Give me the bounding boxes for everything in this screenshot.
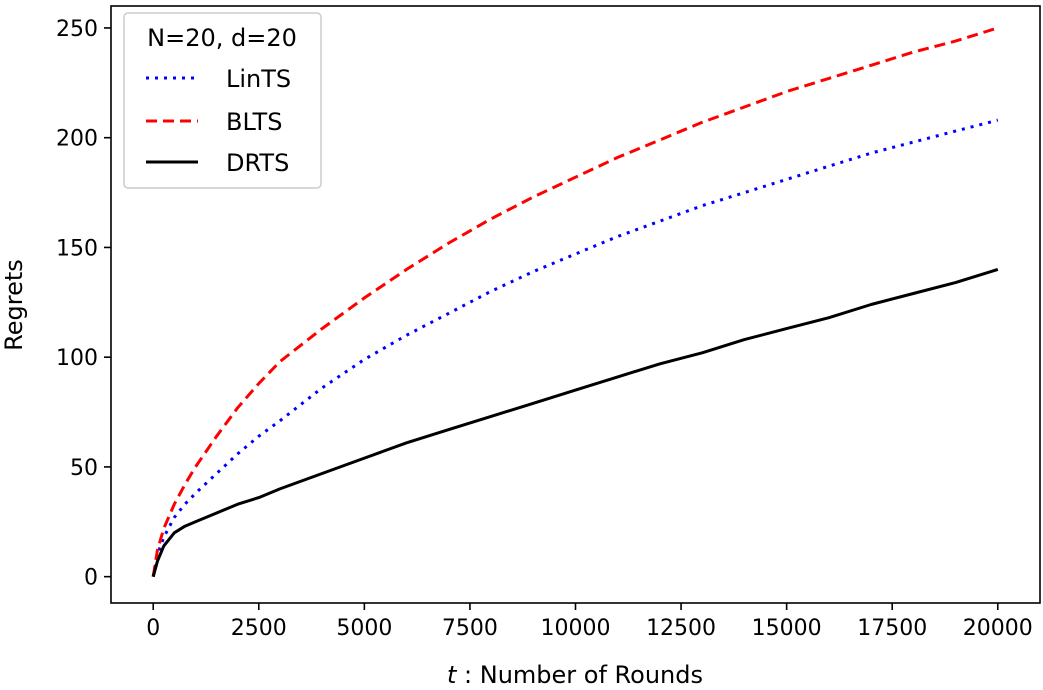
y-tick-label: 150: [56, 236, 98, 261]
x-axis-label: t : Number of Rounds: [447, 661, 703, 689]
y-tick-label: 0: [84, 566, 98, 591]
legend-label-blts: BLTS: [226, 108, 282, 136]
x-tick-label: 15000: [752, 616, 822, 641]
x-tick-label: 12500: [646, 616, 716, 641]
y-tick-label: 100: [56, 346, 98, 371]
legend-title: N=20, d=20: [147, 24, 297, 52]
x-tick-label: 20000: [963, 616, 1033, 641]
legend-label-lints: LinTS: [226, 65, 291, 93]
x-tick-label: 7500: [442, 616, 498, 641]
series-line-blts: [151, 26, 999, 577]
legend: N=20, d=20 LinTS BLTS DRTS: [123, 12, 322, 189]
x-axis: 0 2500 5000 7500 10000 12500 15000 17500 20000: [146, 603, 1033, 641]
legend-label-drts: DRTS: [226, 149, 289, 177]
y-tick-label: 200: [56, 127, 98, 152]
x-axis-label-variable: t: [447, 661, 458, 689]
series-line-lints: [151, 118, 999, 577]
legend-box: [123, 12, 322, 189]
y-axis-label: Regrets: [0, 259, 28, 351]
x-tick-label: 17500: [857, 616, 927, 641]
x-axis-label-text: : Number of Rounds: [456, 661, 703, 689]
x-tick-label: 5000: [336, 616, 392, 641]
x-tick-label: 2500: [231, 616, 287, 641]
y-tick-label: 50: [70, 456, 98, 481]
series-layer: [151, 26, 999, 578]
y-tick-label: 250: [56, 17, 98, 42]
x-tick-label: 10000: [541, 616, 611, 641]
series-line-drts: [151, 267, 999, 578]
x-tick-label: 0: [146, 616, 160, 641]
y-axis: 0 50 100 150 200 250: [56, 17, 111, 591]
